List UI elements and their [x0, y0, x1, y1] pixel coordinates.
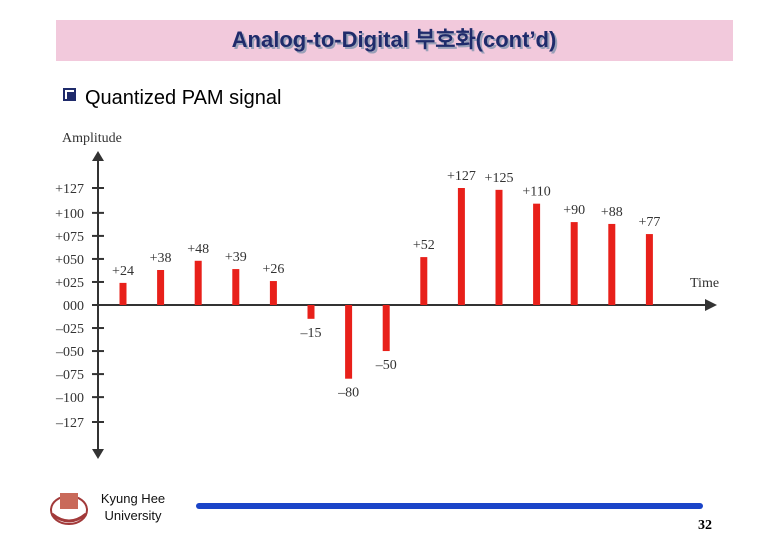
- y-tick-label: 000: [63, 299, 84, 314]
- bar: [570, 222, 578, 305]
- bullet-text: Quantized PAM signal: [85, 87, 281, 109]
- data-label: +38: [150, 251, 172, 266]
- bar: [345, 305, 353, 379]
- data-label: +24: [112, 264, 134, 279]
- bar: [645, 234, 653, 305]
- y-tick-label: +127: [55, 182, 84, 197]
- data-label: +127: [447, 169, 476, 184]
- data-label: +125: [485, 171, 514, 186]
- page-number: 32: [698, 518, 712, 533]
- data-label: +48: [187, 242, 209, 257]
- bullet-icon-fill: [67, 92, 75, 100]
- data-label: +52: [413, 238, 435, 253]
- bar: [495, 189, 503, 305]
- header-bar: [56, 20, 733, 61]
- y-tick-label: –075: [55, 368, 84, 383]
- data-label: +26: [262, 262, 284, 277]
- data-label: +110: [522, 185, 550, 200]
- y-tick-label: +100: [55, 207, 84, 222]
- y-tick-label: –100: [55, 391, 84, 406]
- bar: [608, 223, 616, 305]
- bar: [307, 305, 315, 319]
- data-label: +90: [563, 203, 585, 218]
- institution-line: Kyung Hee: [101, 491, 165, 506]
- bar: [382, 305, 390, 352]
- x-axis-arrow: [705, 299, 717, 311]
- data-label: –15: [300, 326, 322, 341]
- title-shadow: Analog-to-Digital 부호화(cont’d): [234, 29, 559, 54]
- y-tick-label: +050: [55, 253, 84, 268]
- university-logo: [50, 493, 88, 525]
- bar: [119, 282, 127, 305]
- bar: [457, 188, 465, 305]
- bar: [420, 257, 428, 305]
- y-tick-label: –025: [55, 322, 84, 337]
- bar: [194, 260, 202, 305]
- data-label: +77: [638, 215, 660, 230]
- bar: [232, 269, 240, 305]
- bar: [269, 281, 277, 305]
- slide-title: Analog-to-Digital 부호화(cont’d): [232, 27, 557, 52]
- x-axis-label: Time: [690, 276, 719, 291]
- y-tick-label: –050: [55, 345, 84, 360]
- y-axis-arrow: [92, 449, 104, 459]
- data-label: +39: [225, 250, 247, 265]
- data-label: +88: [601, 205, 623, 220]
- y-axis-label: Amplitude: [62, 131, 122, 146]
- bar: [157, 269, 165, 305]
- y-axis-arrow: [92, 151, 104, 161]
- bar: [533, 203, 541, 305]
- data-label: –80: [337, 386, 359, 401]
- chart: Amplitude Time +127 +100 +075 +050 +025 000 –0…: [55, 131, 719, 459]
- institution-line: University: [104, 508, 162, 523]
- y-tick-label: +025: [55, 276, 84, 291]
- data-label: –50: [375, 358, 397, 373]
- y-tick-label: –127: [55, 416, 84, 431]
- y-tick-label: +075: [55, 230, 84, 245]
